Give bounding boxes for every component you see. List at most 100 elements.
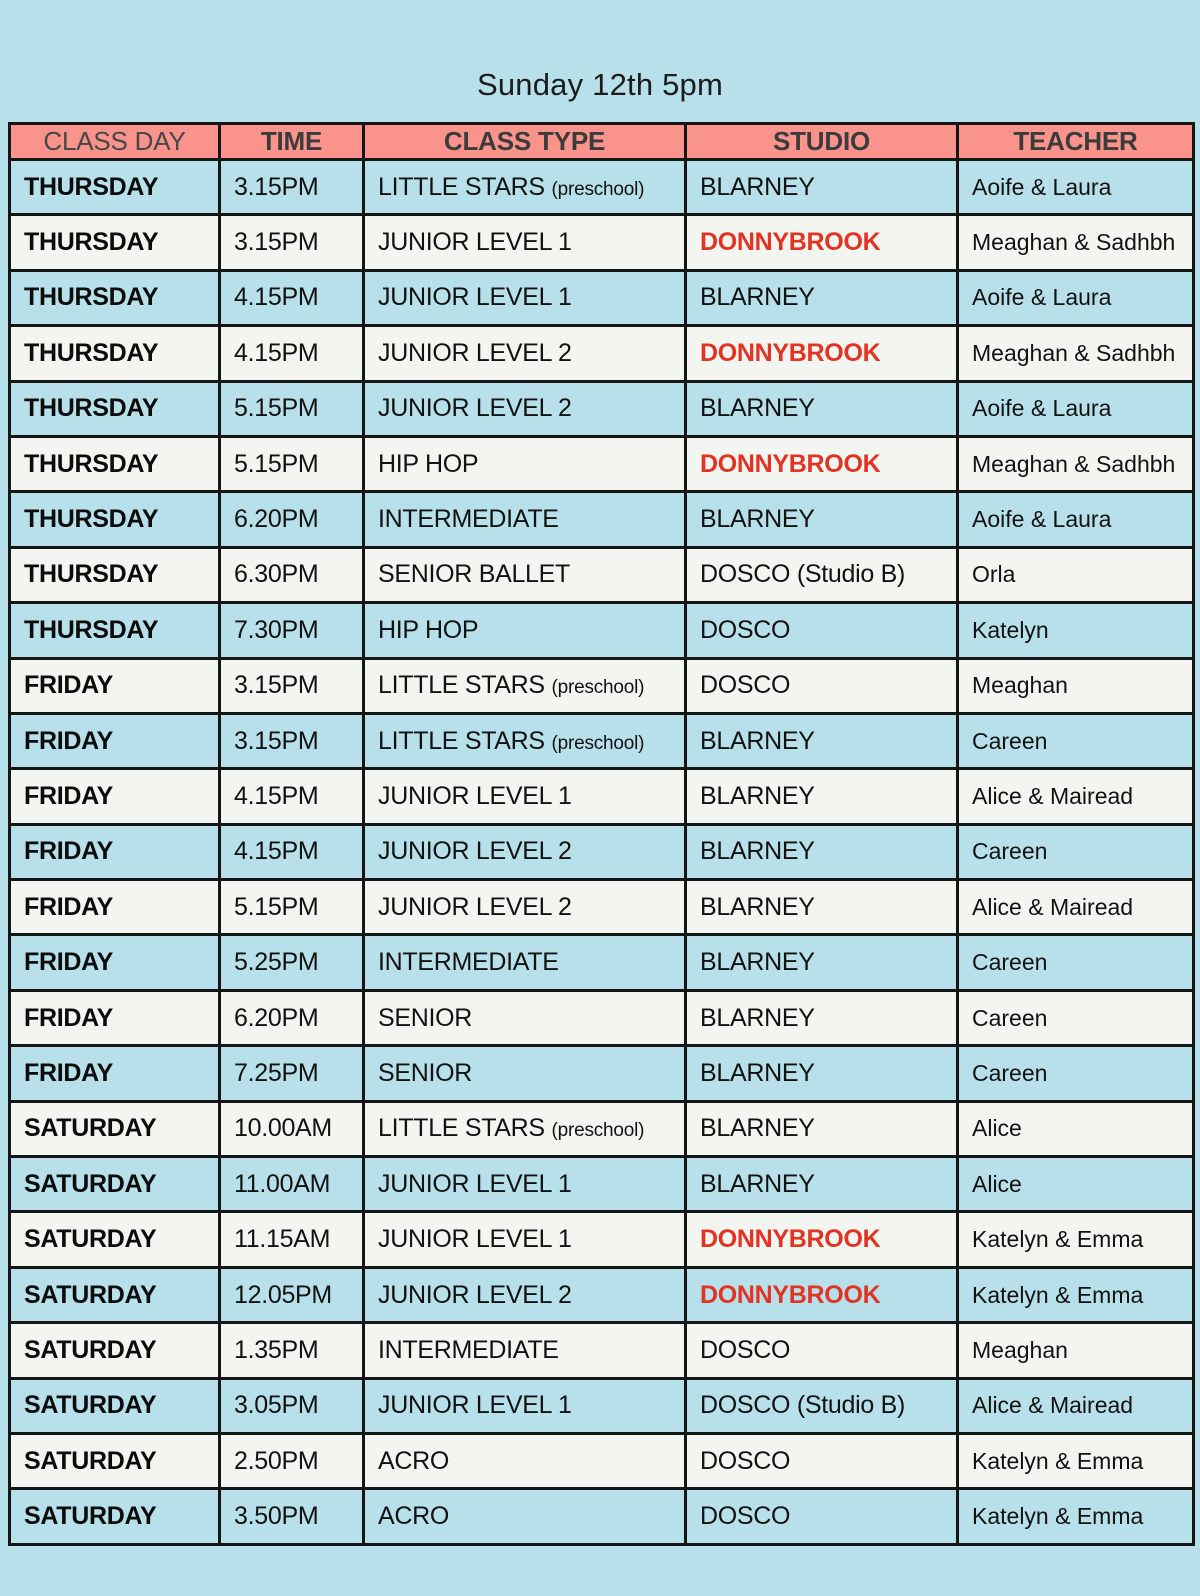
class-type-text: LITTLE STARS [378,172,545,201]
cell-class-type: SENIOR BALLET [362,545,687,605]
class-note: (preschool) [551,1120,645,1142]
cell-class-type: LITTLE STARS (preschool) [362,711,687,771]
cell-studio: BLARNEY [684,1099,959,1159]
cell-teacher: Alice & Mairead [956,1376,1195,1435]
table-row: THURSDAY 7.30PM HIP HOP DOSCO Katelyn [8,601,1195,660]
cell-teacher: Alice & Mairead [956,878,1195,937]
cell-class-type: JUNIOR LEVEL 1 [362,1376,687,1435]
table-row: THURSDAY 3.15PM JUNIOR LEVEL 1 DONNYBROOK Me… [8,213,1195,272]
cell-teacher: Aoife & Laura [956,268,1195,328]
cell-class-day: THURSDAY [8,379,221,438]
cell-class-day: THURSDAY [8,601,221,660]
table-row: THURSDAY 6.20PM INTERMEDIATE BLARNEY Aoife &… [8,490,1195,549]
cell-studio: BLARNEY [684,1044,959,1103]
column-header-studio: STUDIO [684,122,959,161]
cell-class-type: JUNIOR LEVEL 1 [362,213,687,272]
cell-class-day: THURSDAY [8,157,221,217]
cell-class-type: LITTLE STARS (preschool) [362,1099,687,1159]
cell-teacher: Meaghan & Sadhbh [956,213,1195,272]
cell-studio: BLARNEY [684,933,959,992]
cell-class-day: THURSDAY [8,545,221,605]
column-header-class-type: CLASS TYPE [362,122,687,161]
table-header-row: CLASS DAY TIME CLASS TYPE STUDIO TEACHER [8,122,1195,161]
table-row: FRIDAY 5.25PM INTERMEDIATE BLARNEY Careen [8,933,1195,992]
cell-teacher: Orla [956,545,1195,605]
cell-teacher: Katelyn & Emma [956,1487,1195,1546]
cell-studio: DONNYBROOK [684,1210,959,1269]
cell-time: 2.50PM [218,1431,365,1491]
cell-teacher: Careen [956,988,1195,1048]
class-type-text: JUNIOR LEVEL 1 [378,283,572,312]
cell-studio: BLARNEY [684,767,959,826]
cell-class-type: JUNIOR LEVEL 1 [362,767,687,826]
cell-class-day: FRIDAY [8,767,221,826]
table-row: THURSDAY 5.15PM JUNIOR LEVEL 2 BLARNEY Aoife… [8,379,1195,438]
cell-studio: BLARNEY [684,268,959,328]
class-type-text: LITTLE STARS [378,671,545,700]
class-type-text: JUNIOR LEVEL 2 [378,394,572,423]
cell-time: 11.00AM [218,1155,365,1214]
cell-class-day: SATURDAY [8,1099,221,1159]
cell-class-day: SATURDAY [8,1155,221,1214]
cell-time: 4.15PM [218,268,365,328]
class-type-text: HIP HOP [378,449,479,478]
cell-class-day: SATURDAY [8,1321,221,1380]
cell-teacher: Aoife & Laura [956,490,1195,549]
table-row: FRIDAY 5.15PM JUNIOR LEVEL 2 BLARNEY Alice &… [8,878,1195,937]
cell-class-type: JUNIOR LEVEL 2 [362,324,687,383]
table-row: THURSDAY 5.15PM HIP HOP DONNYBROOK Meaghan &… [8,434,1195,494]
cell-time: 4.15PM [218,767,365,826]
cell-class-day: SATURDAY [8,1376,221,1435]
cell-class-day: THURSDAY [8,213,221,272]
cell-studio: DOSCO (Studio B) [684,1376,959,1435]
cell-teacher: Aoife & Laura [956,157,1195,217]
cell-teacher: Alice [956,1099,1195,1159]
table-row: FRIDAY 6.20PM SENIOR BLARNEY Careen [8,988,1195,1048]
cell-time: 5.25PM [218,933,365,992]
cell-teacher: Careen [956,1044,1195,1103]
cell-time: 3.05PM [218,1376,365,1435]
cell-studio: BLARNEY [684,157,959,217]
cell-time: 11.15AM [218,1210,365,1269]
cell-studio: DOSCO (Studio B) [684,545,959,605]
cell-class-day: FRIDAY [8,656,221,715]
cell-time: 4.15PM [218,822,365,882]
cell-teacher: Careen [956,711,1195,771]
class-schedule-table: CLASS DAY TIME CLASS TYPE STUDIO TEACHER THU… [8,122,1195,1546]
cell-teacher: Alice & Mairead [956,767,1195,826]
class-type-text: SENIOR [378,1003,473,1032]
cell-teacher: Katelyn & Emma [956,1210,1195,1269]
table-row: SATURDAY 2.50PM ACRO DOSCO Katelyn & Emma [8,1431,1195,1491]
table-row: FRIDAY 4.15PM JUNIOR LEVEL 2 BLARNEY Careen [8,822,1195,882]
class-note: (preschool) [551,732,645,754]
cell-class-type: LITTLE STARS (preschool) [362,656,687,715]
cell-studio: BLARNEY [684,490,959,549]
class-type-text: INTERMEDIATE [378,948,559,977]
cell-class-day: SATURDAY [8,1265,221,1325]
cell-time: 3.15PM [218,213,365,272]
cell-time: 3.15PM [218,711,365,771]
cell-class-type: JUNIOR LEVEL 1 [362,1155,687,1214]
cell-studio: BLARNEY [684,878,959,937]
cell-teacher: Meaghan [956,656,1195,715]
cell-class-type: JUNIOR LEVEL 2 [362,1265,687,1325]
cell-class-day: SATURDAY [8,1210,221,1269]
class-type-text: JUNIOR LEVEL 1 [378,1169,572,1198]
cell-time: 5.15PM [218,434,365,494]
class-type-text: JUNIOR LEVEL 1 [378,1225,572,1254]
table-row: THURSDAY 4.15PM JUNIOR LEVEL 2 DONNYBROOK Me… [8,324,1195,383]
cell-class-day: FRIDAY [8,711,221,771]
cell-time: 3.50PM [218,1487,365,1546]
cell-class-type: SENIOR [362,1044,687,1103]
cell-class-type: HIP HOP [362,434,687,494]
cell-class-day: THURSDAY [8,324,221,383]
cell-studio: DOSCO [684,656,959,715]
cell-time: 6.20PM [218,988,365,1048]
cell-class-type: JUNIOR LEVEL 2 [362,379,687,438]
table-row: FRIDAY 3.15PM LITTLE STARS (preschool) DOSC… [8,656,1195,715]
cell-teacher: Aoife & Laura [956,379,1195,438]
cell-class-day: FRIDAY [8,878,221,937]
table-row: THURSDAY 6.30PM SENIOR BALLET DOSCO (Studio… [8,545,1195,605]
class-type-text: JUNIOR LEVEL 2 [378,837,572,866]
cell-class-type: JUNIOR LEVEL 2 [362,878,687,937]
